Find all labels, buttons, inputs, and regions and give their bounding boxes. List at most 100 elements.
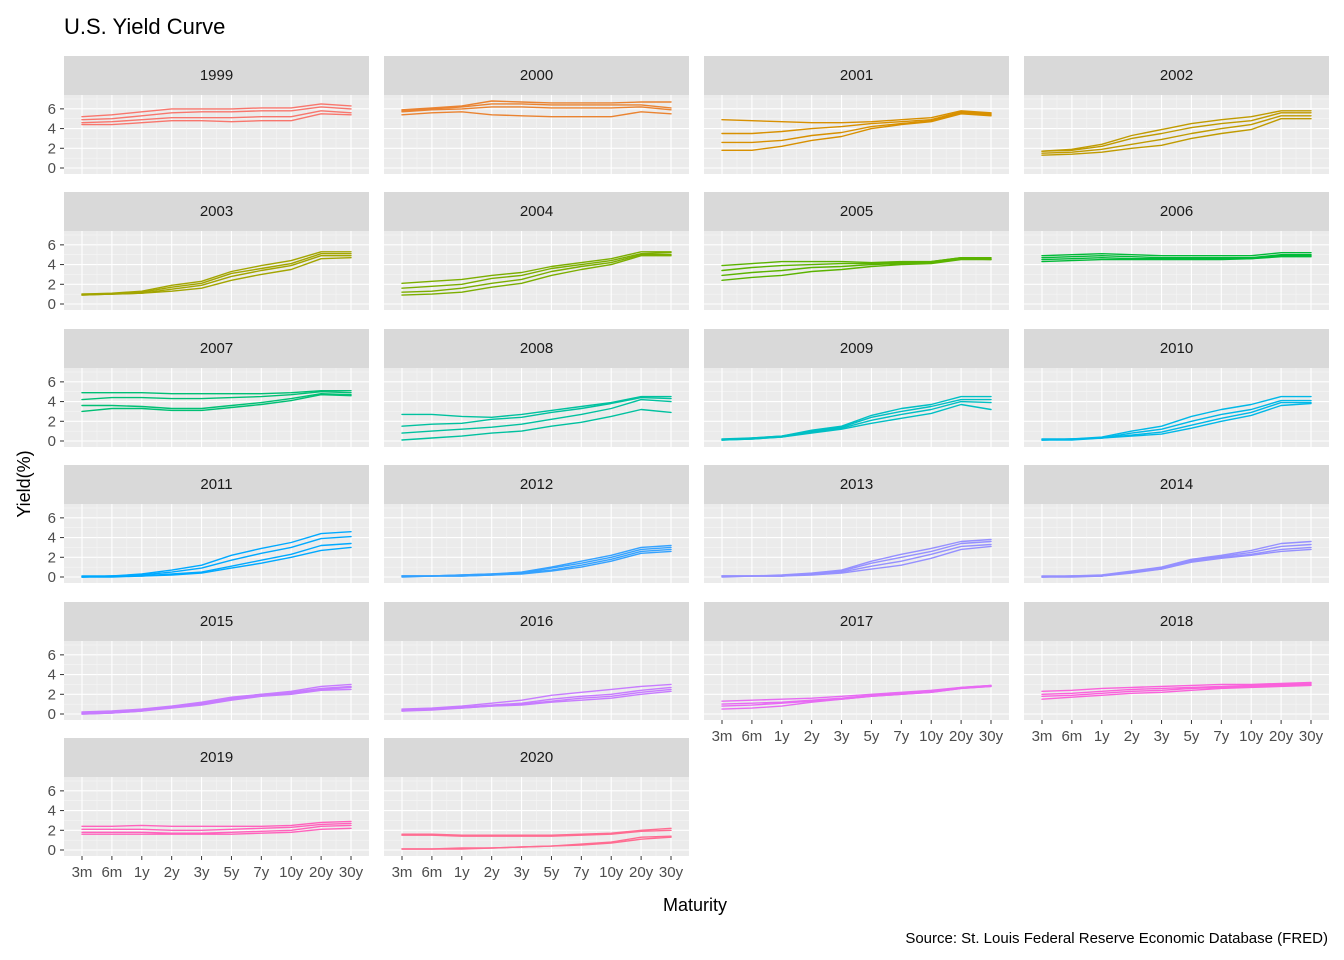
yield-curve-line-2012-4 xyxy=(401,544,672,577)
x-tick-label: 3y xyxy=(834,728,850,745)
facet-strip-label: 2000 xyxy=(520,67,553,84)
yield-curve-line-2020-4 xyxy=(401,827,672,836)
x-tick-label: 3m xyxy=(392,864,413,881)
x-tick-label: 6m xyxy=(101,864,122,881)
yield-curve-line-2004-3 xyxy=(401,252,672,289)
yield-curve-line-2005-2 xyxy=(721,258,992,277)
x-tick-label: 5y xyxy=(1184,728,1200,745)
x-tick-label: 2y xyxy=(484,864,500,881)
facet-strip-label: 2011 xyxy=(200,476,232,493)
y-axis-title: Yield(%) xyxy=(14,450,34,517)
facet-strip xyxy=(64,192,369,231)
yield-curve-line-2005-1 xyxy=(721,258,992,281)
y-tick-label: 2 xyxy=(48,822,56,839)
yield-curve-line-2017-2 xyxy=(721,685,992,707)
yield-curve-line-2004-4 xyxy=(401,251,672,284)
facet-panel-1999: 1999 0 2 4 6 xyxy=(48,56,369,177)
yield-curve-line-2008-2 xyxy=(401,398,672,434)
yield-curve-line-2005-4 xyxy=(721,257,992,267)
yield-curve-line-2007-2 xyxy=(81,393,352,410)
x-tick-label: 10y xyxy=(599,864,624,881)
yield-curve-line-2000-4 xyxy=(401,100,672,111)
facet-panel-2015: 2015 0 2 4 6 xyxy=(48,602,369,723)
facet-panel-2019: 2019 0 2 4 6 3m 6m 1y 2y 3y 5y 7y 10y 20y 30y xyxy=(48,738,369,881)
x-tick-label: 2y xyxy=(1124,728,1140,745)
yield-curve-line-2006-4 xyxy=(1041,252,1312,257)
y-tick-label: 2 xyxy=(48,276,56,293)
yield-curve-line-2002-2 xyxy=(1041,115,1312,154)
facet-panel-2020: 2020 3m 6m 1y 2y 3y 5y 7y 10y 20y 30y xyxy=(384,738,689,881)
y-tick-label: 0 xyxy=(48,842,56,859)
facet-panel-2001: 2001 xyxy=(704,56,1009,174)
facet-strip-label: 2006 xyxy=(1160,203,1193,220)
x-tick-label: 7y xyxy=(893,728,909,745)
facet-strip-label: 2013 xyxy=(840,476,873,493)
yield-curve-line-2004-2 xyxy=(401,254,672,293)
facet-strip-label: 2015 xyxy=(200,613,233,630)
yield-curve-line-2016-3 xyxy=(401,686,672,711)
y-tick-label: 4 xyxy=(48,394,56,411)
yield-curve-line-2008-3 xyxy=(401,396,672,427)
facet-panel-2006: 2006 xyxy=(1024,192,1329,310)
y-tick-label: 6 xyxy=(48,101,56,118)
facet-strip xyxy=(384,602,689,641)
x-tick-label: 3m xyxy=(1032,728,1053,745)
facet-strip-label: 2017 xyxy=(840,613,873,630)
facet-strip xyxy=(64,738,369,777)
facet-panel-2018: 2018 3m 6m 1y 2y 3y 5y 7y 10y 20y 30y xyxy=(1024,602,1329,745)
yield-curve-line-2015-3 xyxy=(81,685,352,714)
x-tick-label: 10y xyxy=(279,864,304,881)
facet-strip xyxy=(384,56,689,95)
x-tick-label: 1y xyxy=(774,728,790,745)
facet-strip xyxy=(64,465,369,504)
facet-strip-label: 2019 xyxy=(200,749,233,766)
yield-curve-line-2016-4 xyxy=(401,683,672,710)
facet-strip-label: 2002 xyxy=(1160,67,1193,84)
x-tick-label: 3m xyxy=(712,728,733,745)
facet-panel-2013: 2013 xyxy=(704,465,1009,583)
facet-strip xyxy=(384,329,689,368)
yield-curve-line-2010-4 xyxy=(1041,395,1312,440)
y-tick-label: 4 xyxy=(48,121,56,138)
x-tick-label: 2y xyxy=(164,864,180,881)
yield-curve-line-2020-3 xyxy=(401,829,672,837)
y-tick-label: 2 xyxy=(48,413,56,430)
x-tick-label: 7y xyxy=(1213,728,1229,745)
x-tick-label: 3y xyxy=(194,864,210,881)
y-tick-label: 4 xyxy=(48,530,56,547)
yield-curve-line-2014-4 xyxy=(1041,540,1312,577)
yield-curve-line-2001-3 xyxy=(721,111,992,135)
yield-curve-line-2011-4 xyxy=(81,531,352,577)
x-tick-label: 1y xyxy=(134,864,150,881)
yield-curve-line-2001-4 xyxy=(721,110,992,124)
facet-panel-2004: 2004 xyxy=(384,192,689,310)
yield-curve-line-2000-3 xyxy=(401,103,672,112)
x-tick-label: 5y xyxy=(224,864,240,881)
x-tick-label: 20y xyxy=(949,728,974,745)
facet-strip xyxy=(384,465,689,504)
facet-strip-label: 2003 xyxy=(200,203,233,220)
facet-strip-label: 2018 xyxy=(1160,613,1193,630)
yield-curve-line-2000-2 xyxy=(401,106,672,113)
x-tick-label: 7y xyxy=(573,864,589,881)
x-axis-title: Maturity xyxy=(663,895,727,915)
yield-curve-line-2001-2 xyxy=(721,112,992,144)
facet-strip xyxy=(1024,192,1329,231)
x-tick-label: 7y xyxy=(253,864,269,881)
y-tick-label: 0 xyxy=(48,160,56,177)
x-tick-label: 1y xyxy=(454,864,470,881)
x-tick-label: 6m xyxy=(1061,728,1082,745)
facet-strip xyxy=(64,56,369,95)
x-tick-label: 30y xyxy=(1299,728,1324,745)
x-tick-label: 30y xyxy=(979,728,1004,745)
facet-panel-2017: 2017 3m 6m 1y 2y 3y 5y 7y 10y 20y 30y xyxy=(704,602,1009,745)
yield-curve-line-2017-4 xyxy=(721,684,992,702)
facet-panel-2011: 2011 0 2 4 6 xyxy=(48,465,369,586)
facet-strip-label: 2005 xyxy=(840,203,873,220)
facet-panel-2009: 2009 xyxy=(704,329,1009,447)
chart-title: U.S. Yield Curve xyxy=(64,14,225,39)
facet-strip-label: 2001 xyxy=(840,67,873,84)
facet-strip-label: 2020 xyxy=(520,749,553,766)
yield-curve-line-1999-2 xyxy=(81,110,352,124)
